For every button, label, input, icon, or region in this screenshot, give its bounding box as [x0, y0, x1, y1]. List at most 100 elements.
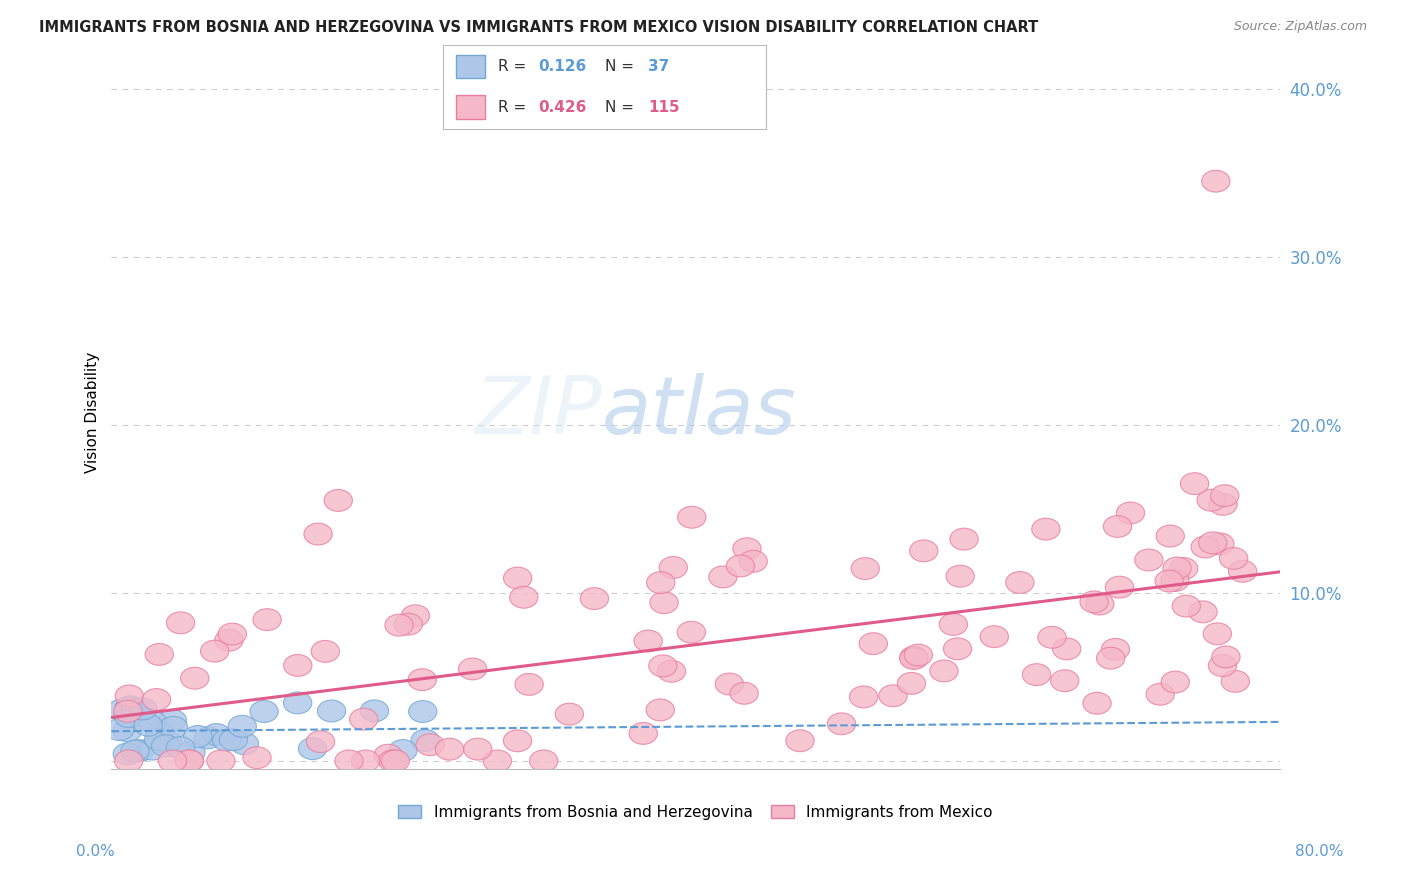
Text: 0.0%: 0.0% [76, 845, 115, 859]
Ellipse shape [184, 725, 212, 747]
Ellipse shape [117, 696, 145, 718]
Ellipse shape [284, 655, 312, 676]
Ellipse shape [394, 613, 422, 635]
Ellipse shape [1211, 484, 1239, 507]
Ellipse shape [218, 624, 246, 645]
Ellipse shape [943, 638, 972, 660]
Ellipse shape [1219, 548, 1247, 569]
Ellipse shape [786, 730, 814, 752]
Ellipse shape [112, 720, 142, 741]
FancyBboxPatch shape [456, 95, 485, 120]
Ellipse shape [177, 741, 205, 764]
Ellipse shape [284, 692, 312, 714]
Ellipse shape [730, 682, 758, 704]
Ellipse shape [125, 739, 153, 762]
Ellipse shape [716, 673, 744, 695]
Ellipse shape [335, 750, 363, 772]
Ellipse shape [115, 685, 143, 706]
Ellipse shape [212, 730, 240, 751]
Ellipse shape [827, 713, 856, 735]
Ellipse shape [138, 711, 167, 732]
Ellipse shape [851, 558, 879, 580]
Ellipse shape [929, 660, 957, 681]
Ellipse shape [946, 566, 974, 587]
Ellipse shape [1080, 591, 1108, 613]
Ellipse shape [1116, 502, 1144, 524]
Ellipse shape [138, 739, 166, 760]
Ellipse shape [1022, 664, 1050, 686]
Ellipse shape [628, 723, 658, 744]
Ellipse shape [634, 630, 662, 652]
Ellipse shape [678, 507, 706, 528]
Ellipse shape [980, 626, 1008, 648]
Ellipse shape [1053, 638, 1081, 660]
Ellipse shape [381, 750, 409, 772]
Ellipse shape [1104, 516, 1132, 537]
Ellipse shape [1005, 572, 1033, 593]
Ellipse shape [360, 700, 388, 722]
Ellipse shape [1198, 532, 1227, 554]
Ellipse shape [129, 698, 157, 720]
Ellipse shape [105, 719, 134, 740]
Ellipse shape [555, 703, 583, 725]
Ellipse shape [939, 614, 967, 635]
Text: R =: R = [498, 59, 531, 74]
Text: N =: N = [605, 100, 638, 115]
Ellipse shape [409, 700, 437, 723]
Ellipse shape [648, 655, 678, 677]
Ellipse shape [1191, 536, 1219, 558]
Ellipse shape [145, 643, 173, 665]
Ellipse shape [1197, 490, 1226, 511]
Ellipse shape [298, 738, 326, 760]
Ellipse shape [1209, 493, 1237, 516]
Ellipse shape [1212, 646, 1240, 668]
Ellipse shape [950, 528, 979, 550]
Ellipse shape [350, 708, 378, 730]
Ellipse shape [202, 723, 231, 746]
Ellipse shape [307, 731, 335, 753]
Ellipse shape [152, 735, 180, 756]
Ellipse shape [325, 490, 353, 511]
Ellipse shape [1154, 570, 1184, 592]
Ellipse shape [142, 689, 170, 710]
Text: R =: R = [498, 100, 531, 115]
Text: Source: ZipAtlas.com: Source: ZipAtlas.com [1233, 20, 1367, 33]
Ellipse shape [385, 615, 413, 636]
Ellipse shape [114, 700, 142, 723]
Ellipse shape [1050, 670, 1078, 691]
Ellipse shape [231, 733, 259, 755]
Ellipse shape [176, 750, 204, 772]
Ellipse shape [436, 739, 464, 760]
Ellipse shape [250, 700, 278, 723]
Ellipse shape [215, 629, 243, 651]
Ellipse shape [115, 706, 143, 728]
Ellipse shape [311, 640, 339, 662]
Ellipse shape [1204, 623, 1232, 645]
Ellipse shape [1101, 639, 1129, 660]
Ellipse shape [1146, 683, 1174, 706]
Ellipse shape [228, 715, 256, 737]
Ellipse shape [374, 744, 402, 766]
Ellipse shape [1188, 601, 1218, 623]
Ellipse shape [1038, 626, 1066, 648]
Ellipse shape [416, 734, 444, 756]
Text: 0.126: 0.126 [538, 59, 586, 74]
Ellipse shape [114, 750, 143, 772]
Ellipse shape [1083, 692, 1111, 714]
Ellipse shape [121, 740, 149, 762]
Ellipse shape [378, 750, 406, 772]
Ellipse shape [1085, 593, 1114, 615]
Ellipse shape [153, 731, 181, 753]
FancyBboxPatch shape [456, 54, 485, 78]
Ellipse shape [1105, 576, 1133, 598]
Text: ZIP: ZIP [475, 373, 602, 451]
Ellipse shape [388, 739, 418, 762]
Ellipse shape [1173, 595, 1201, 617]
Ellipse shape [401, 605, 430, 627]
Ellipse shape [659, 557, 688, 578]
Ellipse shape [408, 669, 436, 690]
Ellipse shape [219, 729, 247, 750]
Ellipse shape [1208, 655, 1237, 676]
Ellipse shape [1097, 648, 1125, 669]
Text: atlas: atlas [602, 373, 797, 451]
